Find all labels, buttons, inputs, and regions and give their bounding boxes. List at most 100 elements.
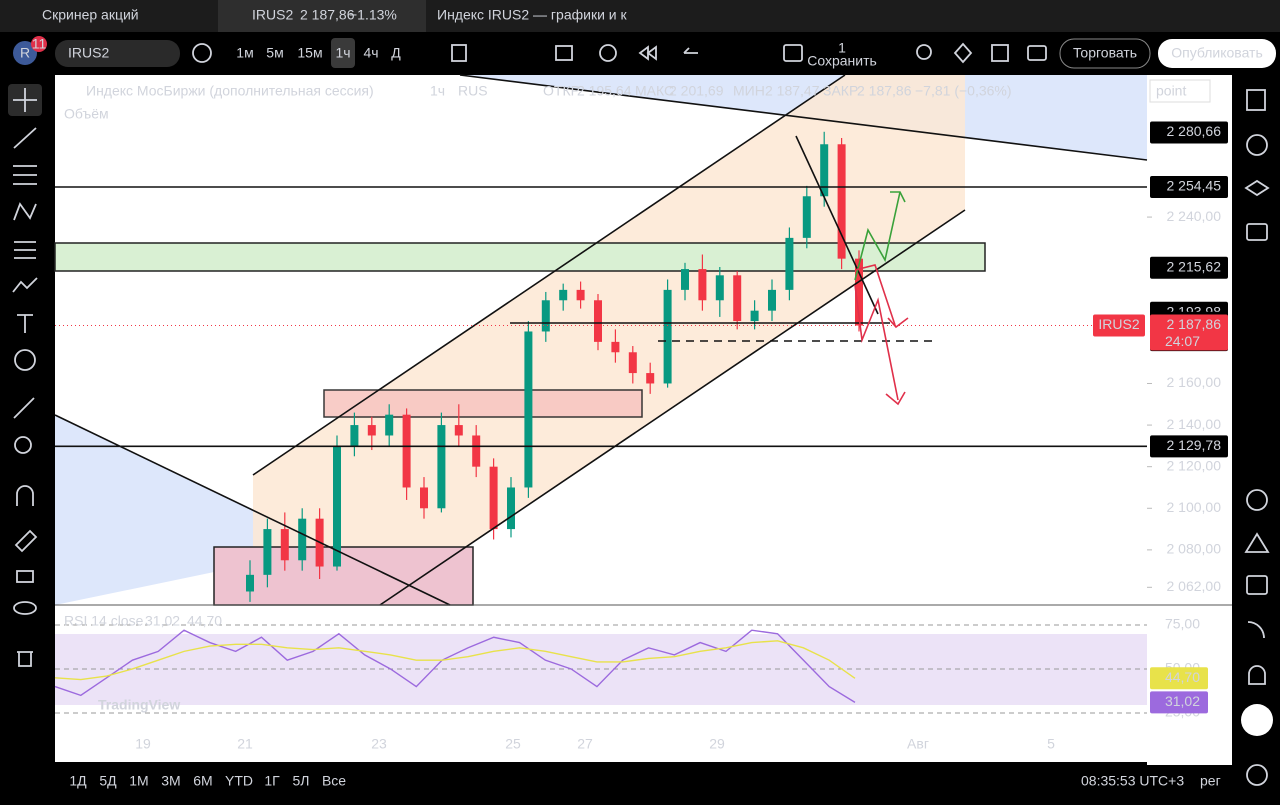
channel-top <box>252 74 846 476</box>
legend-change: −7,81 (−0,36%) <box>915 83 1012 99</box>
candle-body <box>785 237 794 290</box>
symbol-tag <box>1093 314 1145 337</box>
ohlc-value: 2 201,69 <box>669 83 724 99</box>
range[interactable]: YTD <box>225 773 253 789</box>
y-tick-label: 2 140,00 <box>1167 416 1222 432</box>
x-tick-label: 5 <box>1047 736 1055 752</box>
tooltip-box <box>1149 79 1211 103</box>
ohlc-key: ОТКР <box>543 83 580 99</box>
candle-body <box>298 518 307 561</box>
ohlc-value: 2 187,47 <box>765 83 820 99</box>
symbol: IRUS2 <box>68 45 109 61</box>
trade-button[interactable] <box>1059 38 1151 69</box>
x-tick-label: 23 <box>371 736 387 752</box>
price-label: 2 280,66 <box>1167 123 1222 139</box>
save-label: Сохранить <box>807 53 877 69</box>
range[interactable]: Все <box>322 773 346 789</box>
active-tab[interactable] <box>218 0 426 32</box>
ohlc-value: 2 195,64 <box>577 83 632 99</box>
interval[interactable]: 15м <box>297 45 322 61</box>
interval[interactable]: 1ч <box>335 45 350 61</box>
rsi-value-box <box>1150 667 1208 690</box>
session: рег <box>1200 773 1221 789</box>
range[interactable]: 5Л <box>293 773 310 789</box>
countdown: 24:07 <box>1165 333 1200 349</box>
y-tick-label: 2 240,00 <box>1167 208 1222 224</box>
interval[interactable]: 4ч <box>363 45 378 61</box>
range[interactable]: 1Г <box>264 773 280 789</box>
x-tick-label: Авг <box>907 736 929 752</box>
left-tools[interactable] <box>12 88 38 667</box>
range[interactable]: 1М <box>129 773 148 789</box>
y-tick-label: 2 080,00 <box>1167 541 1222 557</box>
interval[interactable]: 5м <box>266 45 283 61</box>
x-tick-label: 25 <box>505 736 521 752</box>
range[interactable]: 6М <box>193 773 212 789</box>
symbol-search[interactable] <box>55 40 180 67</box>
avatar-letter: R <box>20 45 30 61</box>
candle-body <box>628 352 637 374</box>
rsi-value: 44,70 <box>1165 669 1200 685</box>
candle-body <box>594 300 602 342</box>
tab-label: IRUS2 <box>252 7 293 23</box>
candle-body <box>263 529 272 575</box>
y-tick-label: 2 160,00 <box>1167 374 1222 390</box>
candle-body <box>611 341 620 353</box>
tooltip: point <box>1156 83 1186 99</box>
candle-body <box>350 425 359 446</box>
range[interactable]: 3М <box>161 773 180 789</box>
arrow-down <box>854 264 896 326</box>
rsi-value: 31,02 <box>1165 693 1200 709</box>
candle-body <box>663 289 672 384</box>
apps-button[interactable] <box>1241 704 1273 736</box>
right-sidebar[interactable] <box>1244 89 1270 786</box>
candle-body <box>802 196 811 238</box>
y-tick-label: 75,00 <box>1165 616 1200 632</box>
range[interactable]: 5Д <box>99 773 117 789</box>
x-tick-label: 21 <box>237 736 253 752</box>
rsi-legend: 31,02 <box>145 613 180 629</box>
candle-body <box>559 289 568 301</box>
candle-body <box>280 529 289 561</box>
arrow-up <box>854 191 901 281</box>
time-axis <box>55 732 1232 762</box>
ohlc-key: МИН <box>733 83 765 99</box>
y-tick-label: 2 062,00 <box>1167 578 1222 594</box>
interval[interactable]: Д <box>391 45 401 61</box>
ohlc-key: ЗАКР <box>823 83 858 99</box>
candle-body <box>715 275 724 301</box>
price-label-box <box>1150 121 1228 144</box>
legend-interval: 1ч <box>430 83 445 99</box>
zone-red <box>323 389 643 418</box>
rsi-band <box>55 634 1147 705</box>
tab-price: 2 187,86 <box>300 7 355 23</box>
x-tick-label: 19 <box>135 736 151 752</box>
legend-exchange: RUS <box>458 83 488 99</box>
price-label-box <box>1150 435 1228 458</box>
legend-title: Индекс МосБиржи (дополнительная сессия) <box>86 83 374 99</box>
current-price-box <box>1150 314 1228 351</box>
publish-button[interactable] <box>1158 39 1276 68</box>
avatar[interactable] <box>13 41 37 65</box>
layout-count: 1 <box>838 40 846 56</box>
candle-body <box>837 144 846 259</box>
x-tick-label: 29 <box>709 736 725 752</box>
arrow-head <box>887 317 909 329</box>
toolbar-icons <box>192 42 1047 64</box>
drawings <box>54 74 1148 606</box>
candle-body <box>820 144 829 197</box>
candle-body <box>246 574 254 592</box>
rsi-line <box>54 640 856 681</box>
candle-body <box>472 435 481 467</box>
publish-label[interactable]: Опубликовать <box>1171 45 1263 61</box>
tab-change: −1.13% <box>349 7 397 23</box>
candle-body <box>385 414 394 436</box>
interval[interactable]: 1м <box>236 45 253 61</box>
price-label-box <box>1150 176 1228 199</box>
badge <box>31 36 47 52</box>
trade-label[interactable]: Торговать <box>1073 45 1137 61</box>
channel-fill <box>253 75 965 605</box>
candle-body <box>733 275 742 322</box>
range[interactable]: 1Д <box>69 773 87 789</box>
